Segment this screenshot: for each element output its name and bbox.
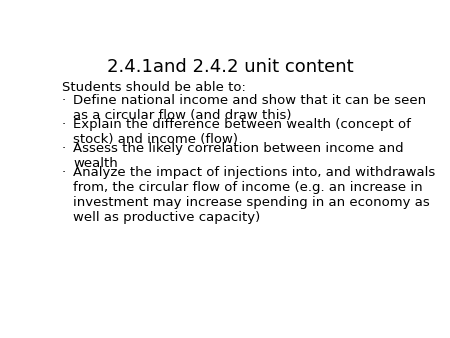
Text: Define national income and show that it can be seen
as a circular flow (and draw: Define national income and show that it … <box>73 94 427 122</box>
Text: Explain the difference between wealth (concept of
stock) and income (flow): Explain the difference between wealth (c… <box>73 118 411 146</box>
Text: ·: · <box>63 142 71 155</box>
Text: Analyze the impact of injections into, and withdrawals
from, the circular flow o: Analyze the impact of injections into, a… <box>73 166 436 224</box>
Text: ·: · <box>63 166 71 179</box>
Text: Students should be able to:: Students should be able to: <box>63 80 246 94</box>
Text: ·: · <box>63 94 71 107</box>
Text: ·: · <box>63 118 71 131</box>
Text: Assess the likely correlation between income and
wealth: Assess the likely correlation between in… <box>73 142 404 170</box>
Text: 2.4.1and 2.4.2 unit content: 2.4.1and 2.4.2 unit content <box>107 57 354 75</box>
